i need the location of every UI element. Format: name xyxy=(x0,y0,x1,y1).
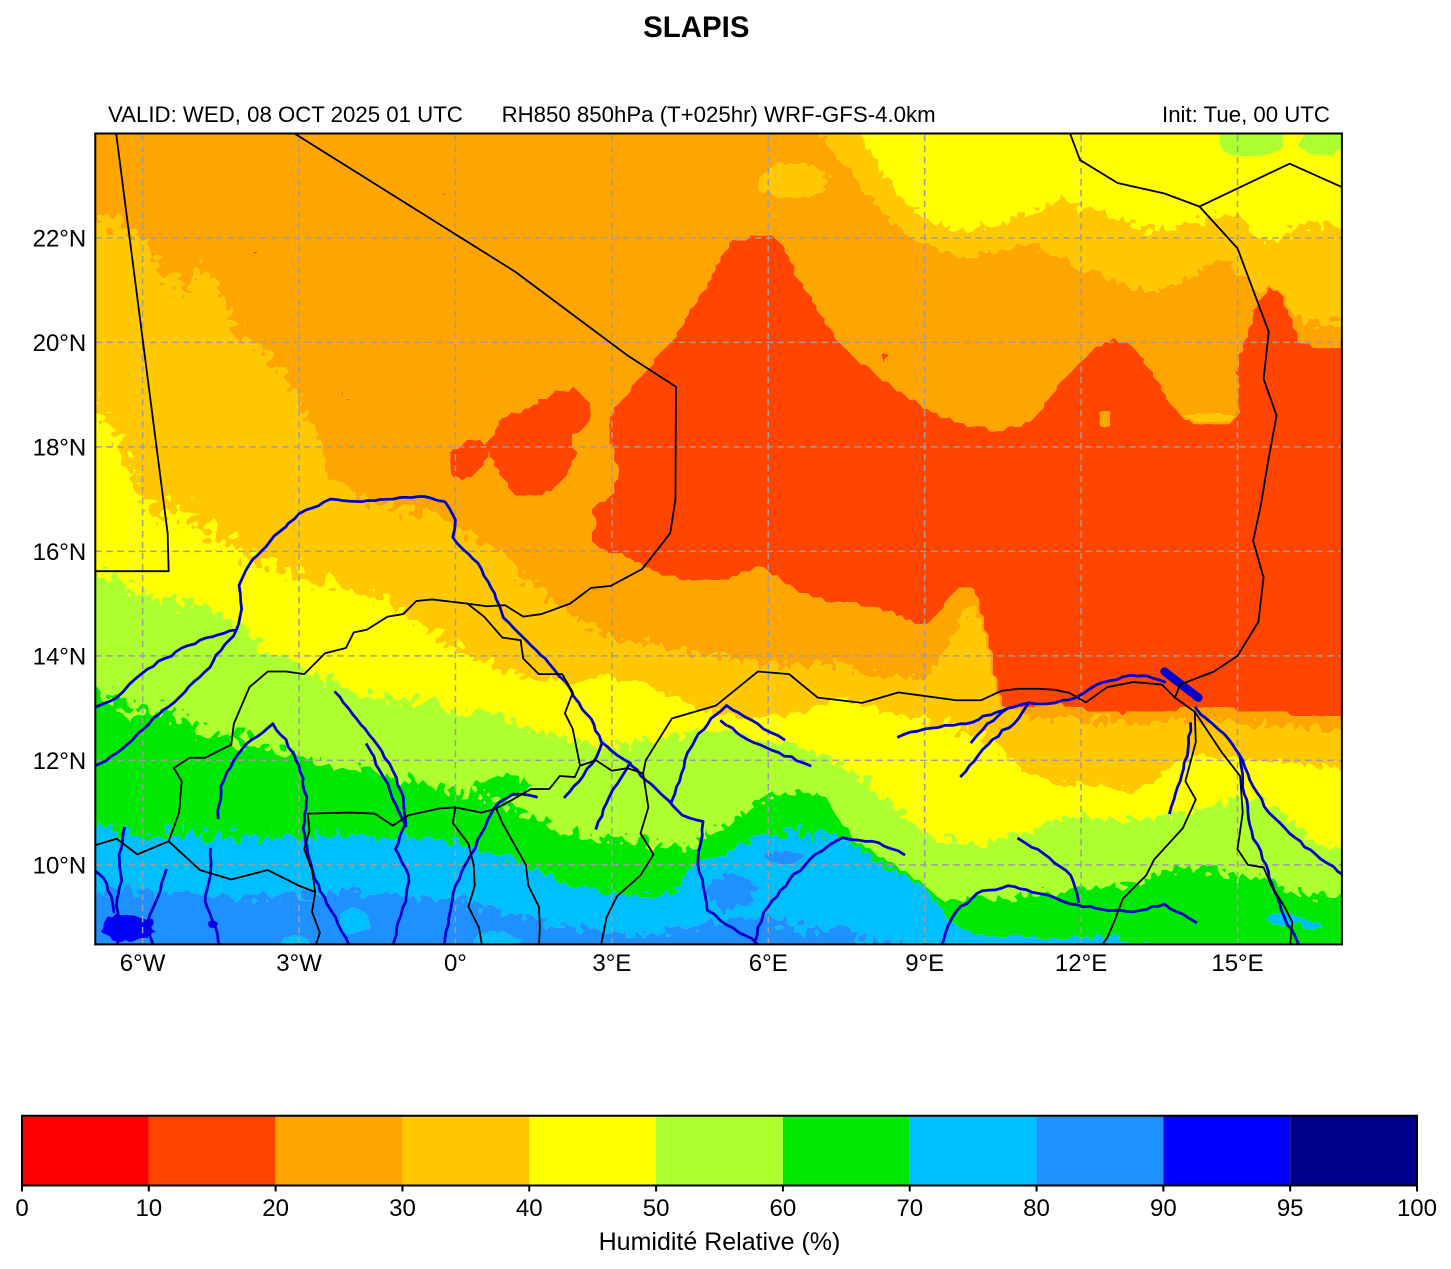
svg-text:0°: 0° xyxy=(444,950,467,977)
svg-text:12°N: 12°N xyxy=(33,748,87,775)
svg-text:95: 95 xyxy=(1277,1195,1304,1222)
svg-text:6°W: 6°W xyxy=(120,950,166,977)
svg-text:80: 80 xyxy=(1023,1195,1050,1222)
svg-text:70: 70 xyxy=(896,1195,923,1222)
svg-text:50: 50 xyxy=(643,1195,670,1222)
svg-text:3°E: 3°E xyxy=(592,950,631,977)
svg-text:6°E: 6°E xyxy=(749,950,788,977)
svg-text:14°N: 14°N xyxy=(33,644,87,671)
svg-text:RH850 850hPa (T+025hr) WRF-GFS: RH850 850hPa (T+025hr) WRF-GFS-4.0km xyxy=(502,102,936,127)
svg-text:30: 30 xyxy=(389,1195,416,1222)
svg-text:20°N: 20°N xyxy=(33,330,87,357)
svg-text:VALID: WED, 08 OCT 2025 01 UTC: VALID: WED, 08 OCT 2025 01 UTC xyxy=(108,102,463,127)
svg-text:12°E: 12°E xyxy=(1055,950,1107,977)
svg-text:18°N: 18°N xyxy=(33,435,87,462)
svg-text:20: 20 xyxy=(262,1195,289,1222)
svg-text:40: 40 xyxy=(516,1195,543,1222)
svg-text:Init: Tue, 00 UTC: Init: Tue, 00 UTC xyxy=(1162,102,1330,127)
svg-text:9°E: 9°E xyxy=(905,950,944,977)
svg-text:3°W: 3°W xyxy=(276,950,322,977)
svg-text:100: 100 xyxy=(1397,1195,1437,1222)
svg-text:SLAPIS: SLAPIS xyxy=(643,11,749,44)
svg-text:10°N: 10°N xyxy=(33,853,87,880)
svg-text:10: 10 xyxy=(135,1195,162,1222)
svg-text:22°N: 22°N xyxy=(33,226,87,253)
svg-text:90: 90 xyxy=(1150,1195,1177,1222)
svg-text:15°E: 15°E xyxy=(1211,950,1263,977)
svg-text:0: 0 xyxy=(15,1195,28,1222)
svg-text:16°N: 16°N xyxy=(33,539,87,566)
svg-text:Humidité Relative (%): Humidité Relative (%) xyxy=(599,1228,841,1256)
svg-text:60: 60 xyxy=(770,1195,797,1222)
